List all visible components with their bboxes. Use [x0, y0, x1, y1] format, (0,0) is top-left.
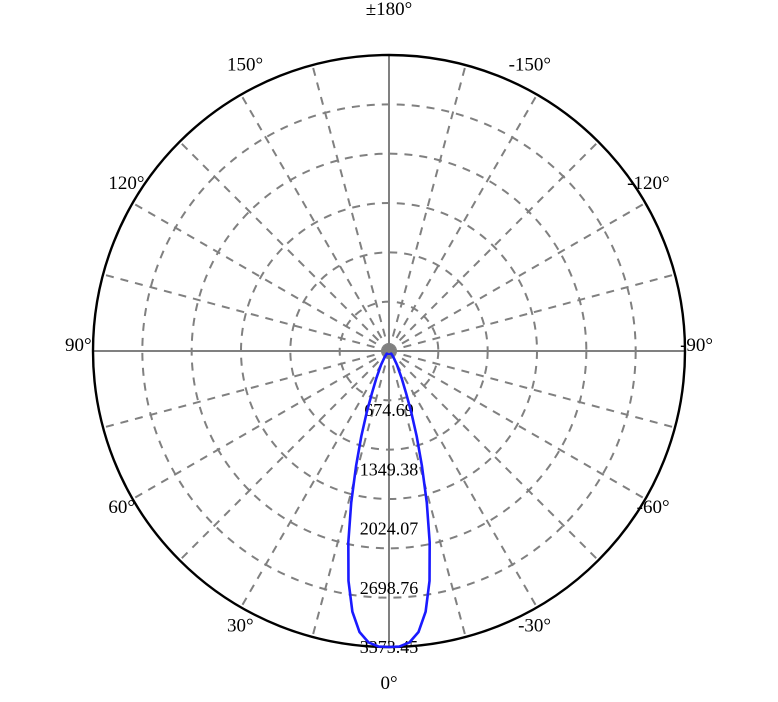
angle-label: 60° — [108, 497, 135, 518]
radial-label: 674.69 — [364, 400, 414, 420]
polar-chart: 0° 30° 60° 90° 120° 150° ±180° -150° -120° -90° -6… — [0, 0, 778, 702]
angle-label: 30° — [227, 616, 254, 637]
angle-label: -30° — [518, 616, 551, 637]
angle-label: 0° — [380, 673, 397, 694]
angle-label: -60° — [637, 497, 670, 518]
angle-label: 90° — [65, 335, 92, 356]
angle-label: -120° — [627, 173, 669, 194]
angle-label: 150° — [227, 54, 263, 75]
radial-label: 1349.38 — [360, 459, 419, 479]
angle-label: -150° — [509, 54, 551, 75]
polar-chart-svg: 0° 30° 60° 90° 120° 150° ±180° -150° -120° -90° -6… — [0, 0, 778, 702]
radial-label: 2698.76 — [360, 578, 419, 598]
angle-label: ±180° — [366, 0, 413, 20]
angle-label: 120° — [108, 173, 144, 194]
radial-label: 2024.07 — [360, 519, 419, 539]
angle-label: -90° — [680, 335, 713, 356]
